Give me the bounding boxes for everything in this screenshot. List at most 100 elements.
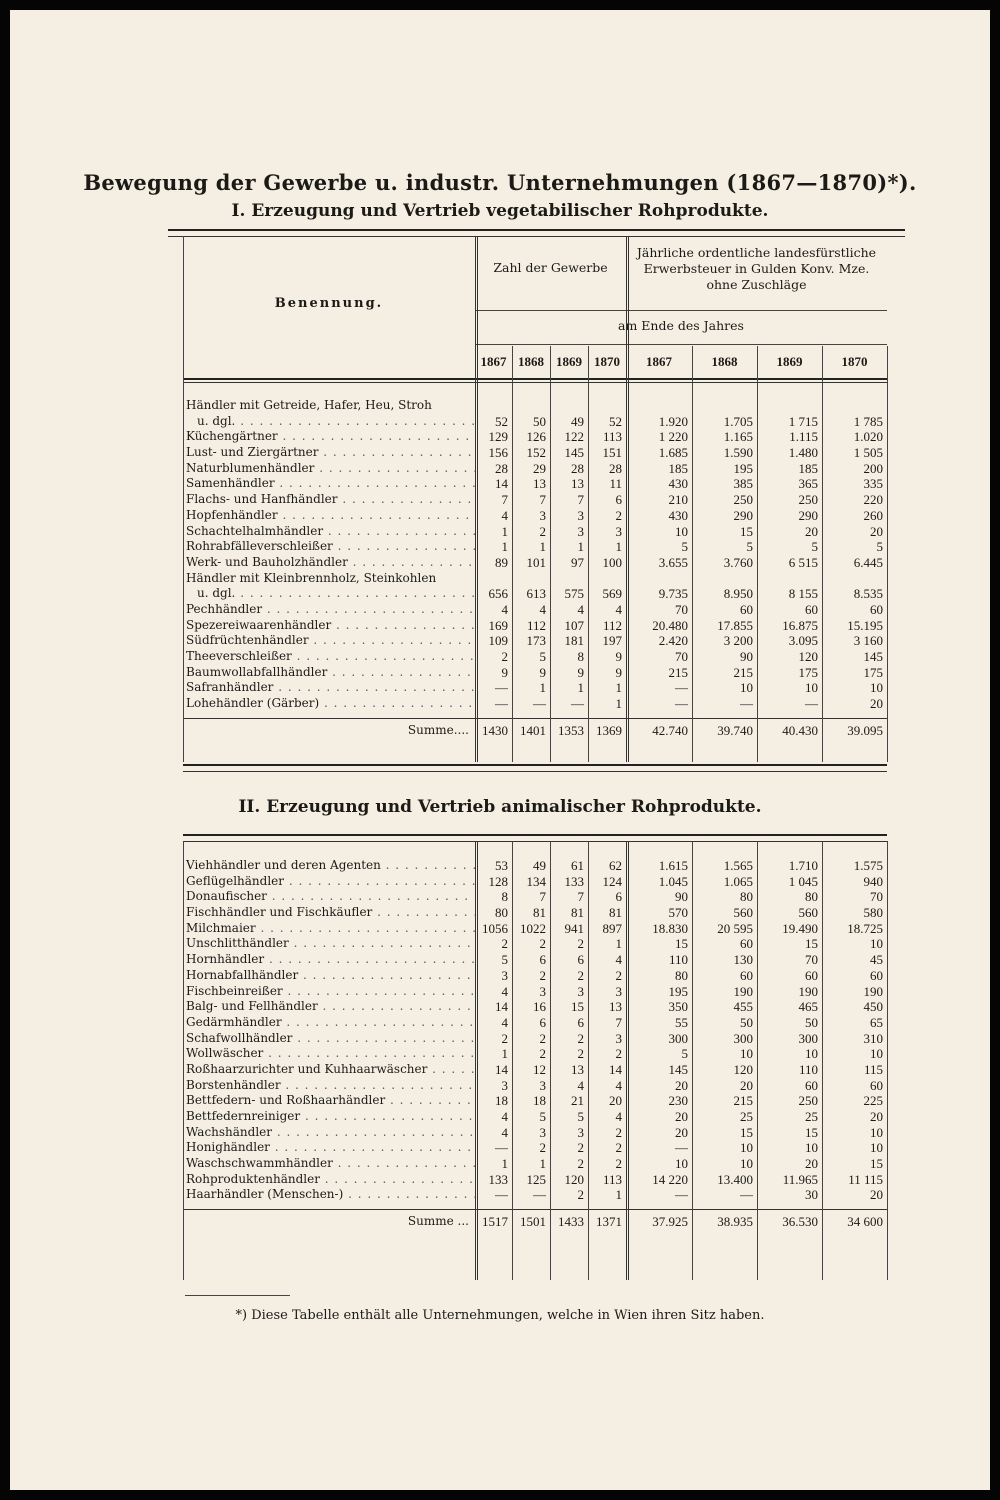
table-row: Wollwäscher . . . . . . . . . . . . . . … [183, 1046, 887, 1062]
column-rule [183, 236, 184, 762]
value-cell: 20 [870, 1109, 883, 1124]
value-cell: 45 [870, 952, 883, 968]
row-label-cell: Balg- und Fellhändler . . . . . . . . . … [183, 999, 475, 1015]
table-row: Safranhändler . . . . . . . . . . . . . … [183, 680, 887, 696]
value-cell: 2 [539, 1046, 547, 1062]
value-cell: 580 [863, 905, 884, 921]
sum-row: Summe ... 1517 1501 1433 1371 37.925 38.935 36.… [183, 1209, 887, 1230]
table-row: u. dgl. . . . . . . . . . . . . . . . . … [183, 586, 887, 602]
column-rule [512, 346, 513, 762]
value-cell: 10 [870, 1046, 883, 1062]
value-cell: 28 [495, 460, 508, 476]
footnote-rule [185, 1295, 290, 1296]
value-cell: — [805, 696, 818, 712]
page [10, 10, 990, 1490]
value-cell: 55 [675, 1014, 688, 1030]
column-rule [822, 841, 823, 1280]
row-label: Rohproduktenhändler [186, 1171, 320, 1186]
value-cell: 20.480 [652, 617, 688, 633]
row-label-cell: Geflügelhändler . . . . . . . . . . . . … [183, 874, 475, 890]
sum-value: 39.095 [847, 722, 883, 738]
value-cell: — [495, 1187, 508, 1203]
leader-dots: . . . . . . . . . . . . . . . . . . . . … [287, 983, 475, 998]
value-cell: 14 [495, 999, 508, 1015]
value-cell: 897 [602, 920, 623, 936]
value-cell: 49 [571, 413, 584, 429]
value-cell: 2 [539, 1140, 547, 1156]
value-cell: 20 [609, 1093, 622, 1109]
value-cell: — [740, 1187, 753, 1203]
leader-dots: . . . . . . . . . . . . . . . . . . . . … [288, 873, 475, 888]
leader-dots: . . . . . . . . . . . . . . . . . . . . … [268, 952, 475, 967]
value-cell: 1022 [520, 920, 546, 936]
value-cell: 4 [615, 952, 623, 968]
value-cell: 2 [577, 1140, 585, 1156]
row-label-cell: Honighändler . . . . . . . . . . . . . .… [183, 1140, 475, 1156]
value-cell: 6 [577, 952, 585, 968]
leader-dots: . . . . . . . . . . . . . . . . . . . . … [266, 601, 475, 616]
value-cell: 29 [533, 460, 546, 476]
value-cell: 12 [533, 1061, 546, 1077]
value-cell: 80 [740, 889, 753, 905]
value-cell: 656 [488, 586, 509, 602]
sum-value: 1501 [520, 1214, 546, 1230]
value-cell: 11 [609, 476, 622, 492]
leader-dots: . . . . . . . . . . . . . . . . . . . . … [296, 649, 475, 663]
table-row: Lohehändler (Gärber) . . . . . . . . . .… [183, 696, 887, 712]
row-label-cell: Rohrabfälleverschleißer . . . . . . . . … [183, 539, 475, 555]
row-label: Flachs- und Hanfhändler [186, 492, 338, 507]
value-cell: 1 785 [853, 413, 883, 429]
row-label: Baumwollabfallhändler [186, 664, 328, 679]
value-cell: 195 [668, 983, 689, 999]
value-cell: 50 [533, 413, 546, 429]
table-row: Händler mit Kleinbrennholz, Steinkohlen [183, 571, 887, 587]
value-cell: 20 [805, 523, 818, 539]
value-cell: 185 [668, 460, 689, 476]
value-cell: 89 [495, 554, 508, 570]
value-cell: 1.165 [723, 429, 753, 445]
row-label: Viehhändler und deren Agenten [186, 858, 381, 872]
table-row: Waschschwammhändler . . . . . . . . . . … [183, 1156, 887, 1172]
leader-dots: . . . . . . . . . . . . . . . . . . . . … [385, 858, 475, 872]
leader-dots: . . . . . . . . . . . . . . . . . . . . … [377, 905, 475, 920]
value-cell: 18.725 [847, 920, 883, 936]
value-cell: 3 200 [723, 633, 753, 649]
header-steuer-line: Jährliche ordentliche landesfürstliche [636, 245, 877, 260]
row-label: Safranhändler [186, 680, 274, 695]
page-title: Bewegung der Gewerbe u. industr. Unterne… [83, 170, 917, 195]
row-label: Schafwollhändler [186, 1030, 293, 1045]
leader-dots: . . . . . . . . . . . . . . . . . . . . … [336, 617, 475, 632]
value-cell: 10 [740, 1140, 753, 1156]
value-cell: 3 160 [853, 633, 883, 649]
value-cell: 9 [615, 649, 623, 664]
value-cell: 122 [564, 429, 585, 445]
table-row: Haarhändler (Menschen-) . . . . . . . . … [183, 1187, 887, 1203]
value-cell: 3.655 [658, 554, 688, 570]
value-cell: 3 [577, 1124, 585, 1140]
row-label-cell: Lohehändler (Gärber) . . . . . . . . . .… [183, 696, 475, 712]
value-cell: 20 [675, 1124, 688, 1140]
leader-dots: . . . . . . . . . . . . . . . . . . . . … [324, 1171, 475, 1186]
table-row: Geflügelhändler . . . . . . . . . . . . … [183, 874, 887, 890]
year-label: 1869 [776, 354, 803, 369]
value-cell: 53 [495, 858, 508, 873]
row-label-cell: Flachs- und Hanfhändler . . . . . . . . … [183, 492, 475, 508]
value-cell: 300 [668, 1030, 689, 1046]
value-cell: 1 045 [788, 873, 818, 889]
value-cell: 210 [668, 492, 689, 508]
value-cell: 2 [539, 936, 547, 952]
value-cell: 8 155 [788, 586, 818, 602]
value-cell: 13 [571, 476, 584, 492]
table-row: Honighändler . . . . . . . . . . . . . .… [183, 1140, 887, 1156]
value-cell: 15.195 [847, 617, 883, 633]
leader-dots: . . . . . . . . . . . . . . . . . . . . … [282, 507, 475, 522]
table-row: Baumwollabfallhändler . . . . . . . . . … [183, 665, 887, 681]
table-row: Viehhändler und deren Agenten . . . . . … [183, 858, 887, 874]
value-cell: 215 [733, 664, 754, 680]
row-label-cell: Südfrüchtenhändler . . . . . . . . . . .… [183, 633, 475, 649]
value-cell: 2 [615, 967, 623, 983]
row-label-cell: Fischbeinreißer . . . . . . . . . . . . … [183, 984, 475, 1000]
value-cell: 4 [539, 601, 547, 617]
value-cell: 10 [740, 680, 753, 696]
value-cell: 20 [870, 523, 883, 539]
